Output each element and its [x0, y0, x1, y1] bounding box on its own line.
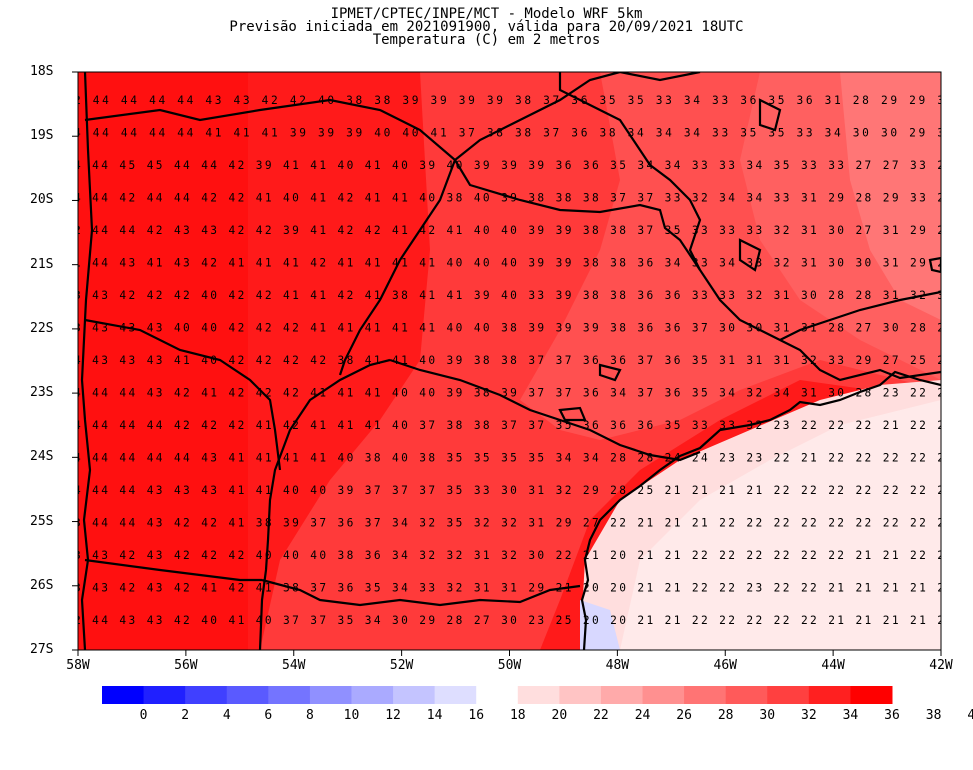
colorbar-swatch — [143, 686, 186, 704]
value-row: 3 43 42 43 42 42 42 40 40 40 38 36 34 32… — [74, 549, 944, 562]
colorbar-label: 12 — [385, 708, 401, 723]
title-line-1: IPMET/CPTEC/INPE/MCT - Modelo WRF 5km — [330, 6, 643, 22]
value-row: 2 44 43 43 42 40 41 40 37 37 35 34 30 29… — [74, 614, 944, 627]
colorbar-label: 30 — [759, 708, 776, 723]
value-row: 3 43 43 43 40 40 42 42 42 41 41 41 41 41… — [74, 322, 944, 335]
title-line-3: Temperatura (C) em 2 metros — [372, 32, 601, 48]
colorbar-label: 16 — [468, 708, 485, 723]
value-row: 2 44 44 42 43 43 42 42 39 41 42 42 41 42… — [74, 224, 944, 237]
colorbar-swatch — [309, 686, 352, 704]
value-row: 4 44 42 44 44 42 42 41 40 41 42 41 41 40… — [74, 192, 944, 205]
colorbar-swatch — [808, 686, 851, 704]
colorbar-swatch — [268, 686, 311, 704]
value-row: 3 43 42 42 42 40 42 42 41 41 42 41 38 41… — [74, 289, 944, 302]
title-line-2: Previsão iniciada em 2021091900, válida … — [229, 19, 744, 35]
colorbar-label: 20 — [551, 708, 568, 723]
lon-label: 46W — [713, 658, 737, 673]
colorbar-label: 32 — [801, 708, 817, 723]
colorbar — [102, 686, 893, 704]
lat-label: 27S — [30, 642, 54, 657]
state-borders — [80, 72, 941, 650]
temperature-values: 2 44 44 44 44 43 43 42 42 40 38 38 39 39… — [74, 94, 944, 627]
lon-label: 58W — [66, 658, 90, 673]
lon-label: 48W — [605, 658, 630, 673]
lat-label: 26S — [30, 577, 54, 593]
lon-label: 44W — [821, 658, 845, 673]
colorbar-label: 24 — [634, 708, 651, 723]
colorbar-swatch — [226, 686, 269, 704]
colorbar-label: 6 — [264, 708, 273, 723]
colorbar-label: 26 — [676, 708, 692, 723]
value-row: 4 44 44 43 43 43 41 41 40 40 39 37 37 37… — [74, 484, 944, 497]
axis-ticks — [72, 71, 942, 656]
colorbar-label: 40 — [967, 708, 973, 723]
colorbar-swatch — [517, 686, 560, 704]
lon-label: 56W — [174, 658, 198, 673]
value-row: 4 44 44 44 44 41 41 41 39 39 39 40 40 41… — [74, 127, 944, 140]
colorbar-label: 38 — [925, 708, 942, 723]
colorbar-label: 22 — [593, 708, 609, 723]
colorbar-label: 0 — [139, 708, 148, 723]
colorbar-swatch — [767, 686, 810, 704]
colorbar-label: 36 — [884, 708, 900, 723]
colorbar-swatch — [434, 686, 477, 704]
lon-label: 54W — [282, 658, 306, 673]
lon-label: 52W — [389, 658, 414, 673]
value-row: 4 44 45 45 44 44 42 39 41 41 40 41 40 39… — [74, 159, 944, 172]
colorbar-swatch — [102, 686, 145, 704]
colorbar-label: 4 — [222, 708, 231, 723]
lat-label: 23S — [30, 385, 54, 401]
colorbar-swatch — [725, 686, 768, 704]
colorbar-label: 34 — [842, 708, 859, 723]
lat-label: 18S — [30, 64, 54, 79]
value-row: 1 44 43 41 43 42 41 41 41 42 41 41 41 41… — [74, 257, 944, 270]
lat-label: 20S — [30, 192, 54, 208]
colorbar-swatch — [600, 686, 644, 704]
colorbar-swatch — [351, 686, 394, 704]
colorbar-label: 8 — [305, 708, 314, 723]
lon-label: 50W — [497, 658, 522, 673]
lat-label: 19S — [30, 128, 54, 144]
colorbar-label: 18 — [509, 708, 526, 723]
colorbar-swatch — [850, 686, 893, 704]
lat-label: 22S — [30, 320, 54, 336]
colorbar-label: 10 — [343, 708, 360, 723]
lat-label: 21S — [30, 256, 54, 272]
value-row: 4 44 44 44 44 43 41 41 41 41 40 38 40 38… — [74, 452, 944, 465]
colorbar-swatch — [476, 686, 519, 704]
value-row: 3 43 42 43 42 41 42 41 38 37 36 35 34 33… — [74, 582, 944, 595]
map-title: IPMET/CPTEC/INPE/MCT - Modelo WRF 5km Pr… — [0, 6, 973, 48]
value-row: 2 44 44 44 44 43 43 42 42 40 38 38 39 39… — [74, 94, 944, 107]
lat-label: 25S — [30, 513, 54, 529]
temperature-field: 2 44 44 44 44 43 43 42 42 40 38 38 39 39… — [74, 72, 944, 650]
value-row: 4 43 43 43 41 40 42 42 42 42 38 41 41 40… — [74, 354, 944, 367]
colorbar-label: 28 — [717, 708, 734, 723]
colorbar-swatch — [185, 686, 228, 704]
colorbar-swatch — [559, 686, 602, 704]
colorbar-swatch — [393, 686, 436, 704]
value-row: 4 44 44 43 42 41 42 42 42 41 41 41 40 40… — [74, 387, 944, 400]
colorbar-swatch — [642, 686, 685, 704]
lon-label: 42W — [929, 658, 953, 673]
colorbar-label: 2 — [181, 708, 190, 723]
lat-label: 24S — [30, 449, 54, 465]
value-row: 3 44 44 43 42 42 41 38 39 37 36 37 34 32… — [74, 517, 944, 530]
colorbar-swatch — [684, 686, 727, 704]
colorbar-label: 14 — [426, 708, 443, 723]
value-row: 4 44 44 44 42 42 42 41 42 41 41 41 40 37… — [74, 419, 944, 432]
